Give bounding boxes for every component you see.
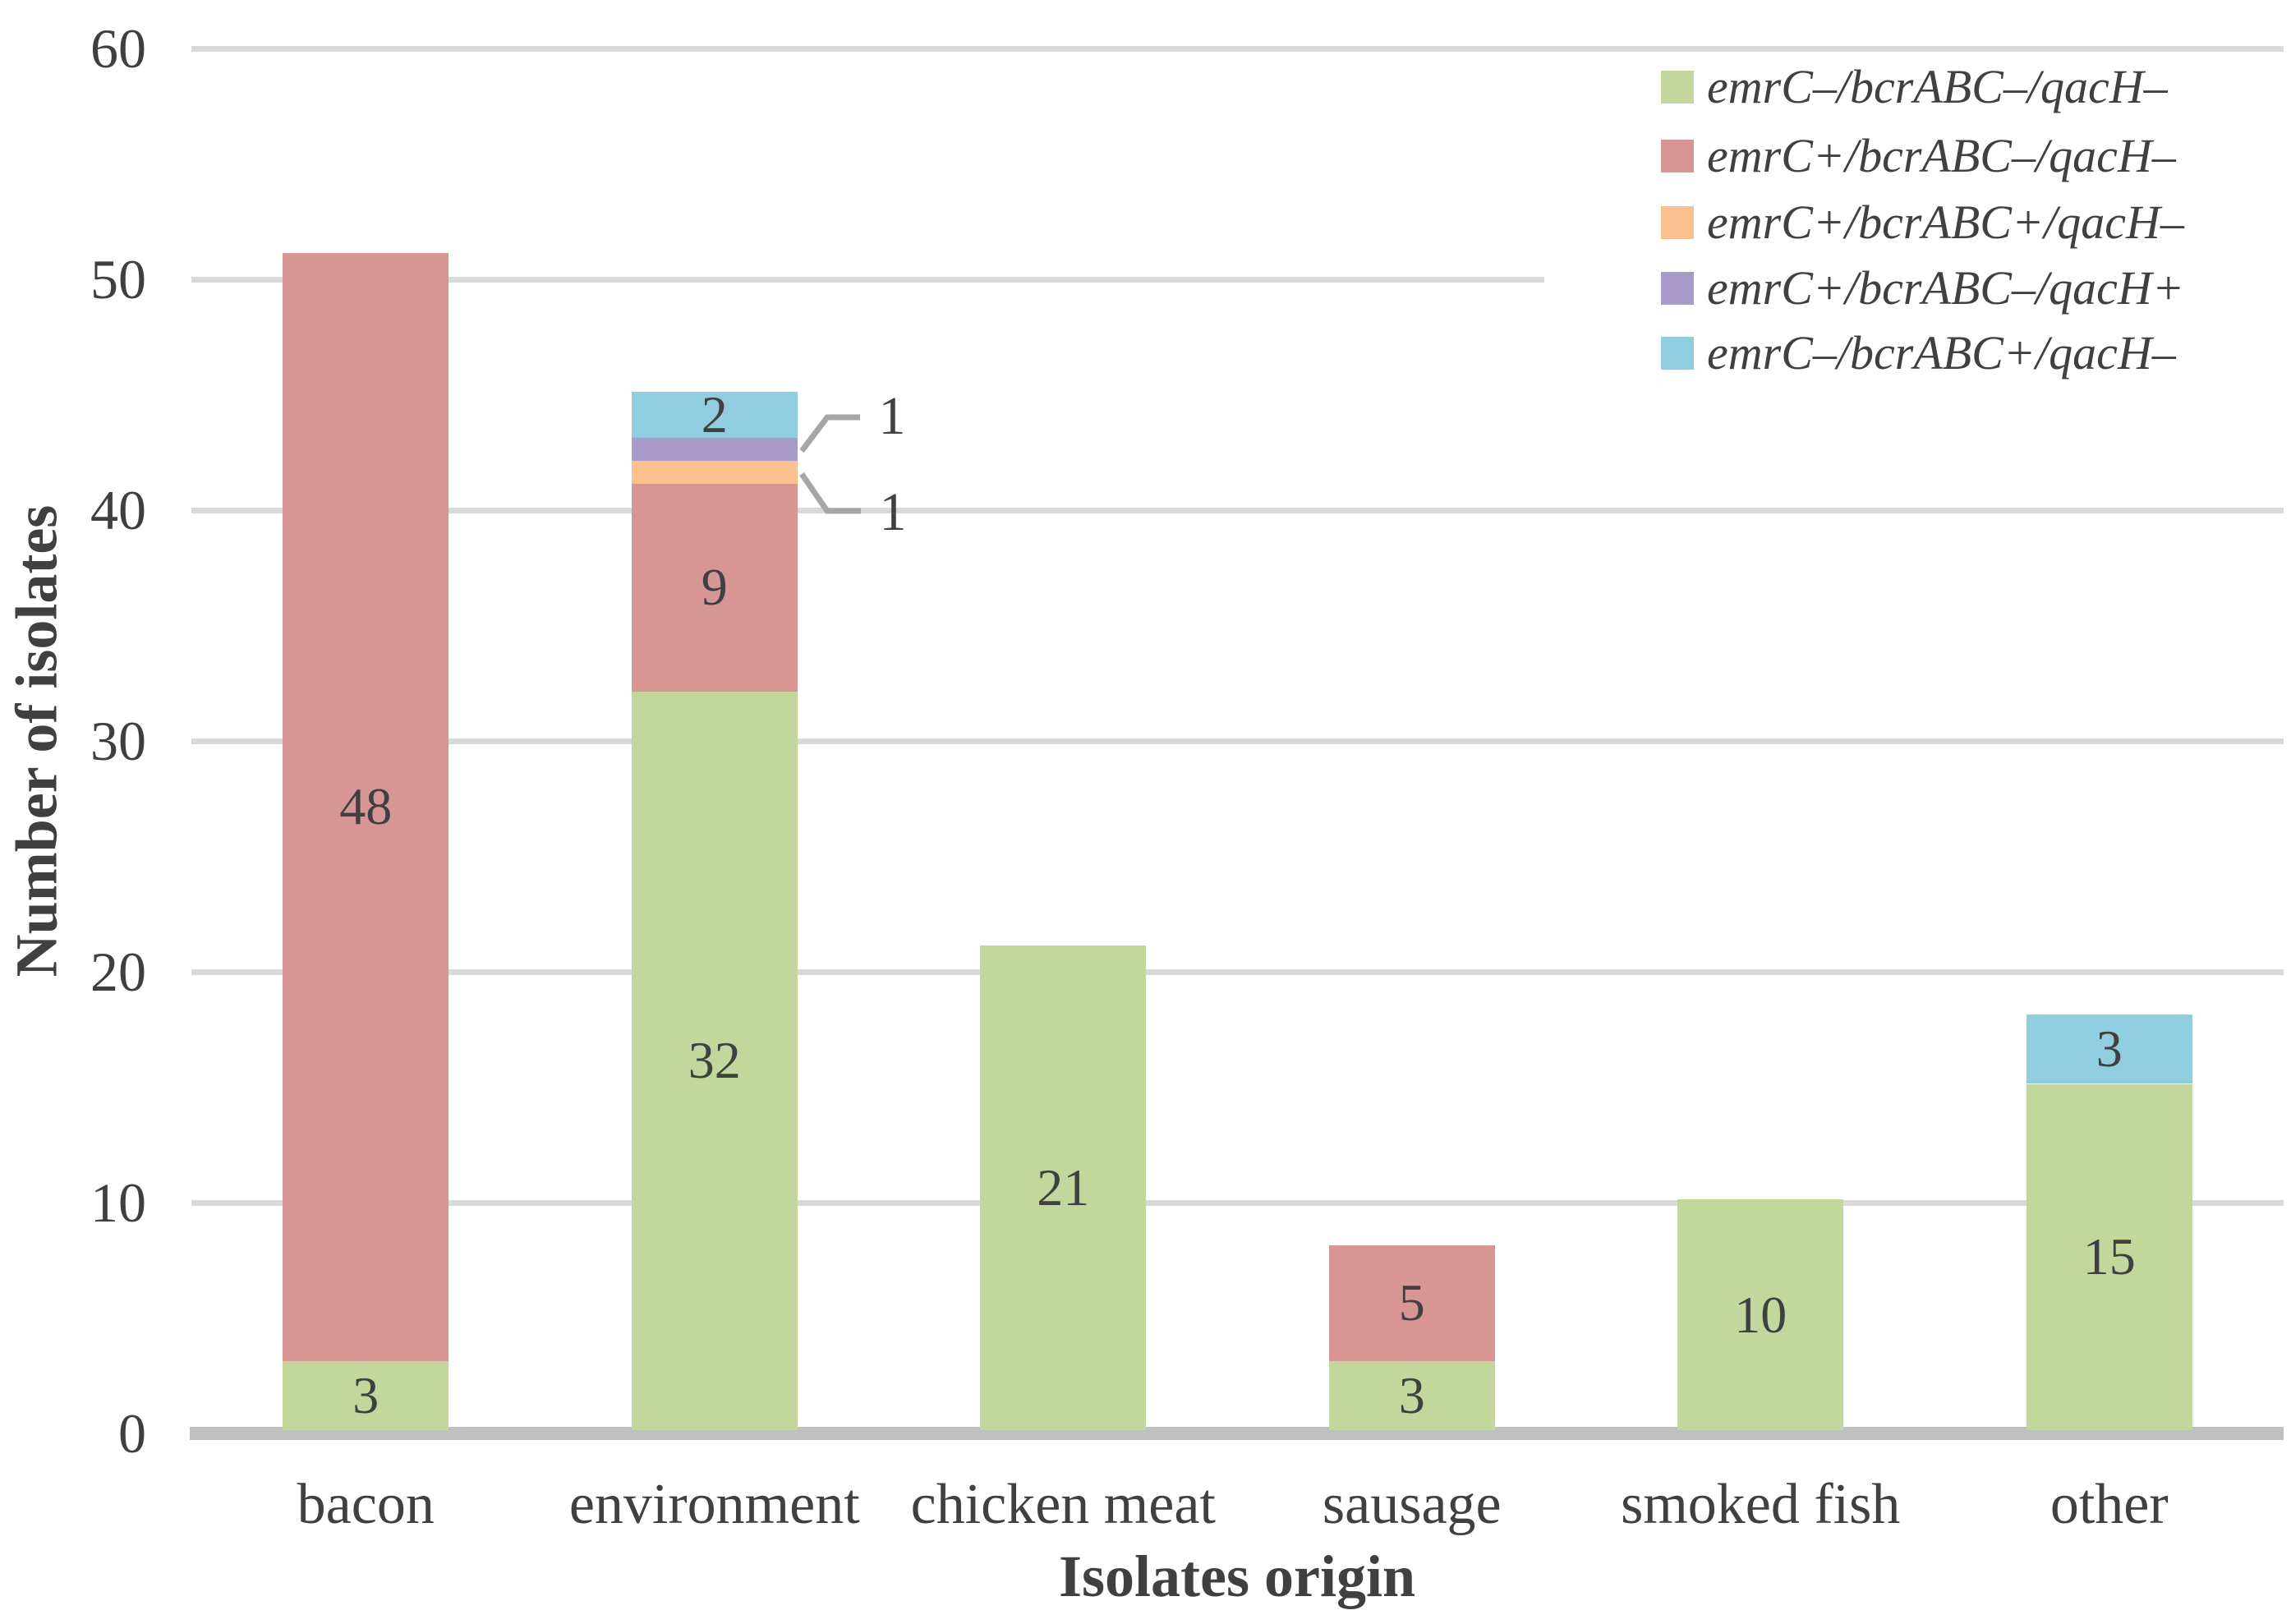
data-label: 9 bbox=[701, 558, 728, 617]
bar-segment-environment-s0: 32 bbox=[631, 691, 798, 1430]
legend-background bbox=[1598, 59, 2291, 388]
x-axis-line bbox=[190, 1427, 2284, 1440]
bar-segment-other-s0: 15 bbox=[2026, 1083, 2192, 1430]
bar-segment-sausage-s0: 3 bbox=[1328, 1360, 1495, 1430]
bar-segment-other-s4: 3 bbox=[2026, 1014, 2192, 1084]
bar-segment-environment-s3 bbox=[631, 437, 798, 461]
category-label-smoked-fish: smoked fish bbox=[1621, 1473, 1901, 1536]
legend-item-1: emrC+/bcrABC–/qacH– bbox=[1661, 127, 2176, 186]
data-label: 5 bbox=[1398, 1273, 1425, 1332]
legend-label: emrC+/bcrABC+/qacH– bbox=[1707, 196, 2184, 249]
y-tick-label-40: 40 bbox=[90, 479, 146, 541]
bar-segment-bacon-s1: 48 bbox=[283, 252, 449, 1361]
data-label: 15 bbox=[2082, 1227, 2136, 1286]
gridline-10 bbox=[191, 1200, 2284, 1206]
bar-segment-sausage-s1: 5 bbox=[1328, 1245, 1495, 1361]
bar-segment-chicken-meat-s0: 21 bbox=[980, 945, 1147, 1430]
bar-segment-bacon-s0: 3 bbox=[283, 1360, 449, 1430]
legend-swatch-icon bbox=[1661, 337, 1694, 370]
y-tick-label-20: 20 bbox=[90, 941, 146, 1003]
category-label-bacon: bacon bbox=[297, 1473, 435, 1536]
data-label: 3 bbox=[352, 1365, 380, 1424]
data-label: 3 bbox=[1398, 1365, 1425, 1424]
y-tick-label-50: 50 bbox=[90, 248, 146, 311]
x-axis-title: Isolates origin bbox=[1058, 1543, 1416, 1609]
data-label: 10 bbox=[1734, 1285, 1787, 1344]
legend-item-0: emrC–/bcrABC–/qacH– bbox=[1661, 58, 2168, 117]
y-tick-label-10: 10 bbox=[90, 1171, 146, 1234]
category-label-chicken-meat: chicken meat bbox=[910, 1473, 1216, 1536]
gridline-60 bbox=[191, 46, 2284, 52]
bar-segment-environment-s2 bbox=[631, 460, 798, 484]
gridline-30 bbox=[191, 738, 2284, 744]
data-label: 48 bbox=[339, 777, 393, 836]
category-label-other: other bbox=[2049, 1473, 2169, 1536]
y-tick-label-30: 30 bbox=[90, 710, 146, 772]
legend-label: emrC+/bcrABC–/qacH+ bbox=[1707, 261, 2184, 315]
data-label: 32 bbox=[688, 1031, 741, 1090]
bar-segment-environment-s4: 2 bbox=[631, 384, 798, 444]
legend-item-2: emrC+/bcrABC+/qacH– bbox=[1661, 193, 2184, 252]
callout-value-orange: 1 bbox=[879, 482, 907, 542]
gridline-50 bbox=[191, 277, 1544, 283]
legend-item-3: emrC+/bcrABC–/qacH+ bbox=[1661, 259, 2184, 318]
legend-swatch-icon bbox=[1661, 272, 1694, 305]
legend-label: emrC–/bcrABC+/qacH– bbox=[1707, 326, 2176, 380]
legend-swatch-icon bbox=[1661, 71, 1694, 104]
legend-item-4: emrC–/bcrABC+/qacH– bbox=[1661, 324, 2176, 383]
category-label-environment: environment bbox=[568, 1473, 860, 1536]
legend-swatch-icon bbox=[1661, 140, 1694, 173]
gridline-20 bbox=[191, 969, 2284, 975]
bar-segment-environment-s1: 9 bbox=[631, 483, 798, 692]
category-label-sausage: sausage bbox=[1322, 1473, 1502, 1536]
y-tick-label-0: 0 bbox=[118, 1402, 146, 1465]
legend-label: emrC+/bcrABC–/qacH– bbox=[1707, 129, 2176, 182]
legend-label: emrC–/bcrABC–/qacH– bbox=[1707, 60, 2168, 113]
data-label: 2 bbox=[701, 384, 728, 444]
bar-segment-smoked-fish-s0: 10 bbox=[1677, 1199, 1844, 1430]
data-label: 21 bbox=[1037, 1157, 1090, 1217]
y-tick-label-60: 60 bbox=[90, 17, 146, 80]
legend-swatch-icon bbox=[1661, 206, 1694, 239]
callout-value-purple: 1 bbox=[878, 386, 906, 446]
data-label: 3 bbox=[2095, 1019, 2123, 1079]
gridline-40 bbox=[191, 508, 2284, 513]
